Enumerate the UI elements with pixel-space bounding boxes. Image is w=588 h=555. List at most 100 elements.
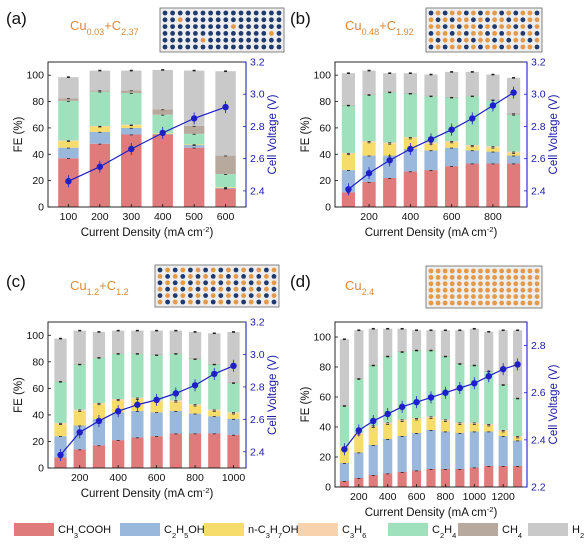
- text-span: 7: [278, 531, 282, 540]
- atom-dot: [499, 294, 505, 299]
- bar-segment-ch3cooh: [397, 472, 407, 487]
- atom-dot: [435, 275, 441, 280]
- bar-stack: [411, 329, 422, 487]
- atom-dot: [463, 300, 469, 306]
- atom-dot: [449, 287, 455, 293]
- atom-dot: [527, 287, 533, 293]
- bar-stack: [354, 329, 364, 487]
- atom-dot: [157, 280, 163, 286]
- x-tick-label: 100: [60, 211, 78, 223]
- atom-dot: [223, 44, 229, 50]
- bar-segment-n-c3h7oh: [440, 421, 451, 432]
- atom-dot: [499, 287, 505, 293]
- voltage-point: [190, 115, 198, 122]
- bar-segment-c2h4: [484, 371, 494, 424]
- bar-segment-h2: [465, 71, 479, 96]
- atom-dot: [248, 274, 254, 279]
- atom-dot: [195, 267, 201, 273]
- bar-segment-h2: [354, 330, 364, 379]
- voltage-point: [57, 451, 64, 459]
- voltage-point: [448, 126, 455, 133]
- atom-dot: [471, 281, 476, 287]
- atom-dot: [492, 300, 497, 306]
- x-tick-label: 200: [91, 211, 109, 223]
- atom-dot: [527, 31, 533, 36]
- atom-dot: [506, 44, 512, 50]
- atom-dot: [248, 286, 254, 292]
- atom-dot: [520, 300, 526, 306]
- y-tick-label: 80: [32, 356, 44, 368]
- atom-dot: [435, 31, 441, 36]
- atom-dot: [226, 299, 231, 305]
- bar-segment-h2: [469, 328, 479, 365]
- y2-tick-label: 2.4: [531, 434, 546, 446]
- bar-stack: [383, 72, 397, 207]
- bar-segment-c2h4: [403, 93, 417, 138]
- atom-dot: [226, 274, 231, 279]
- atom-dot: [215, 10, 221, 16]
- atom-dot: [203, 286, 209, 292]
- bar-stack: [362, 69, 376, 207]
- bar-segment-ch3cooh: [498, 466, 508, 487]
- bar-segment-c2h5oh: [486, 151, 500, 164]
- voltage-point: [489, 102, 497, 109]
- atom-dot: [506, 10, 512, 16]
- atom-dot: [463, 17, 469, 23]
- y-tick-label: 80: [319, 362, 331, 374]
- atom-dot: [195, 293, 201, 298]
- bar-stack: [465, 71, 479, 207]
- atom-dot: [442, 44, 448, 50]
- atom-dot: [463, 268, 469, 274]
- atom-dot: [471, 275, 476, 280]
- bar-segment-n-c3h7oh: [208, 410, 221, 417]
- atom-dot: [264, 299, 269, 305]
- bar-segment-ch3cooh: [227, 434, 240, 468]
- text-span: 2: [440, 531, 444, 540]
- y2-tick-label: 2.4: [531, 185, 546, 197]
- atom-dot: [180, 274, 186, 279]
- bar-segment-h2: [486, 74, 500, 100]
- bar-segment-c2h4: [339, 406, 349, 447]
- text-span: +C: [104, 18, 121, 33]
- y-tick-label: 40: [32, 149, 44, 161]
- atom-dot: [520, 31, 526, 36]
- bar-segment-h2: [215, 71, 236, 156]
- atom-dot: [456, 300, 462, 306]
- bar-segment-n-c3h7oh: [397, 421, 407, 436]
- x-tick-label: 400: [109, 472, 127, 484]
- atom-dot: [442, 10, 448, 16]
- atom-dot: [177, 31, 183, 36]
- atom-dot: [218, 267, 224, 273]
- atom-dot: [200, 37, 206, 43]
- bar-stack: [131, 329, 144, 468]
- y-tick-label: 40: [32, 409, 44, 421]
- atom-dot: [442, 24, 448, 29]
- y2-tick-label: 2.4: [250, 446, 265, 458]
- atom-dot: [193, 44, 198, 50]
- bar-segment-c2h4: [215, 174, 236, 188]
- atom-dot: [157, 299, 163, 305]
- atom-dot: [261, 10, 267, 16]
- bar-segment-ch3cooh: [73, 449, 86, 468]
- atom-dot: [485, 294, 490, 299]
- atom-dot: [241, 274, 247, 279]
- bar-segment-c2h4: [469, 365, 479, 423]
- bar-segment-c2h4: [169, 353, 182, 401]
- legend-label: C3H6: [342, 524, 366, 540]
- bar-segment-c2h5oh: [440, 431, 451, 469]
- bar-segment-n-c3h7oh: [445, 142, 459, 148]
- atom-dot: [246, 17, 252, 23]
- atom-dot: [463, 294, 469, 299]
- voltage-point: [172, 390, 180, 397]
- bar-segment-c2h5oh: [169, 410, 182, 434]
- bar-segment-n-c3h7oh: [424, 143, 438, 151]
- text-span: Current Density (mA cm: [81, 227, 203, 239]
- bar-segment-c2h5oh: [183, 145, 205, 148]
- atom-dot: [162, 17, 168, 23]
- bar-segment-c2h5oh: [403, 149, 417, 172]
- atom-dot: [478, 37, 483, 43]
- bar-segment-c2h4: [383, 356, 393, 423]
- text-span: ): [209, 488, 213, 500]
- voltage-point: [499, 365, 507, 373]
